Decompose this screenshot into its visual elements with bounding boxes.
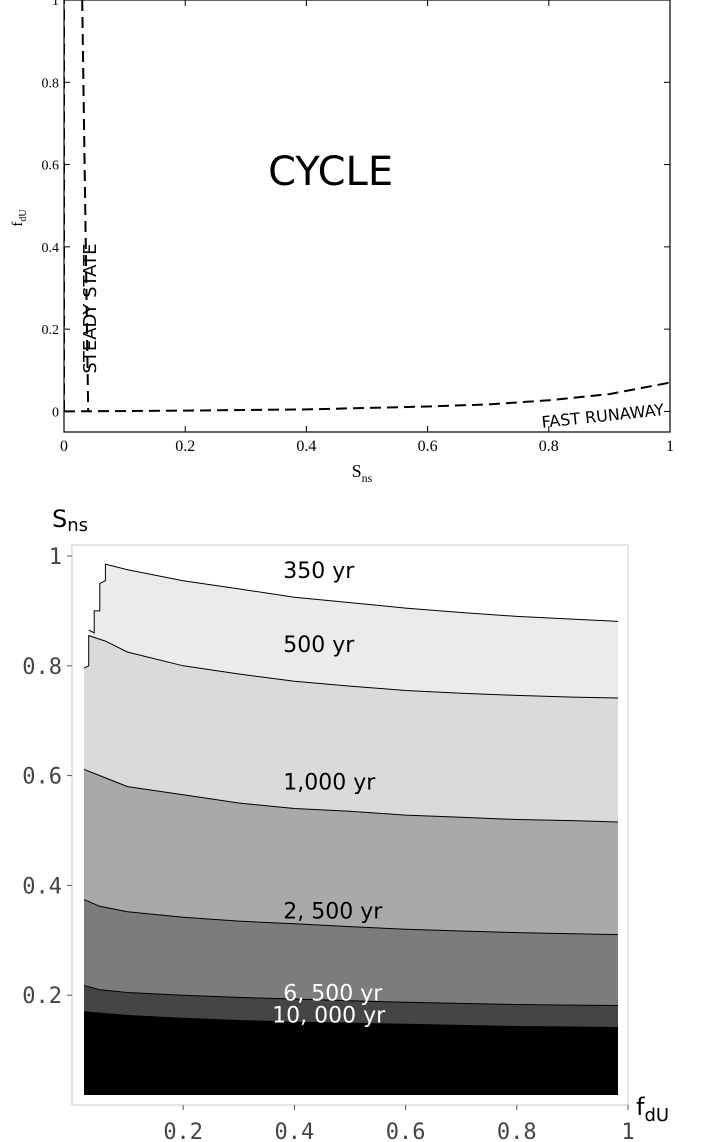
phase-diagram-chart: 0 0.2 0.4 0.6 0.8 1 0 0.2 0.4 0.6 0.8 1 CYCLE STEADY… (10, 0, 674, 485)
x-tick-label-0-6: 0.6 (418, 438, 438, 455)
x-tick-label-0-8: 0.8 (539, 438, 559, 455)
contour-line-1-000-yr (84, 768, 618, 823)
x-tick-label-0-2: 0.2 (163, 1120, 203, 1142)
y-tick-label-0-8: 0.8 (22, 655, 62, 680)
y-tick-label-1: 1 (49, 545, 62, 570)
contour-line-2-500-yr (84, 898, 618, 936)
contour-band-10-000-yr (84, 1011, 618, 1095)
region-label-steady-state: STEADY STATE (80, 244, 101, 374)
x-tick-label-0-4: 0.4 (296, 438, 316, 455)
contour-label-500-yr: 500 yr (283, 633, 355, 658)
timescale-contour-frame (71, 544, 629, 1106)
y-tick-label-1: 1 (52, 0, 59, 9)
region-label-fast-runaway: FAST RUNAWAY (541, 400, 666, 432)
contour-label-1-000-yr: 1,000 yr (283, 770, 376, 795)
x-tick-label-0-4: 0.4 (275, 1120, 315, 1142)
x-tick-label-1: 1 (621, 1120, 634, 1142)
boundary-line-3 (64, 381, 670, 413)
timescale-contour-y-axis-label: Sns (52, 505, 88, 536)
y-tick-label-0-6: 0.6 (22, 765, 62, 790)
x-tick-label-0-2: 0.2 (175, 438, 195, 455)
contour-label-6-500-yr: 6, 500 yr (283, 982, 383, 1007)
x-tick-label-0-8: 0.8 (497, 1120, 537, 1142)
y-tick-label-0: 0 (52, 405, 59, 420)
contour-label-10-000-yr: 10, 000 yr (272, 1004, 386, 1029)
boundary-line-2 (81, 0, 90, 412)
y-tick-label-0-8: 0.8 (42, 76, 60, 91)
x-tick-label-0: 0 (60, 438, 68, 455)
phase-diagram-x-axis-label: Sns (352, 461, 373, 485)
contour-label-2-500-yr: 2, 500 yr (283, 899, 383, 924)
timescale-contour-chart: 0.2 0.4 0.6 0.8 1 0.2 0.4 0.6 0.8 1 350 yr 500 yr 1… (22, 505, 669, 1142)
y-tick-label-0-4: 0.4 (42, 241, 60, 256)
phase-diagram-frame (63, 0, 671, 433)
contour-line-500-yr (84, 634, 618, 699)
y-tick-label-0-2: 0.2 (22, 984, 62, 1009)
contour-line-6-500-yr (84, 985, 618, 1007)
x-tick-label-0-6: 0.6 (386, 1120, 426, 1142)
y-tick-label-0-6: 0.6 (42, 159, 60, 174)
contour-line-350-yr (88, 563, 618, 634)
contour-line-10-000-yr (84, 1011, 618, 1028)
phase-diagram-y-axis-label: fdU (10, 209, 29, 227)
timescale-contour-x-axis-label: fdU (636, 1093, 669, 1126)
contour-label-350-yr: 350 yr (283, 559, 355, 584)
x-tick-label-1: 1 (666, 438, 674, 455)
y-tick-label-0-2: 0.2 (42, 323, 60, 338)
region-label-cycle: CYCLE (268, 149, 393, 195)
y-tick-label-0-4: 0.4 (22, 874, 62, 899)
